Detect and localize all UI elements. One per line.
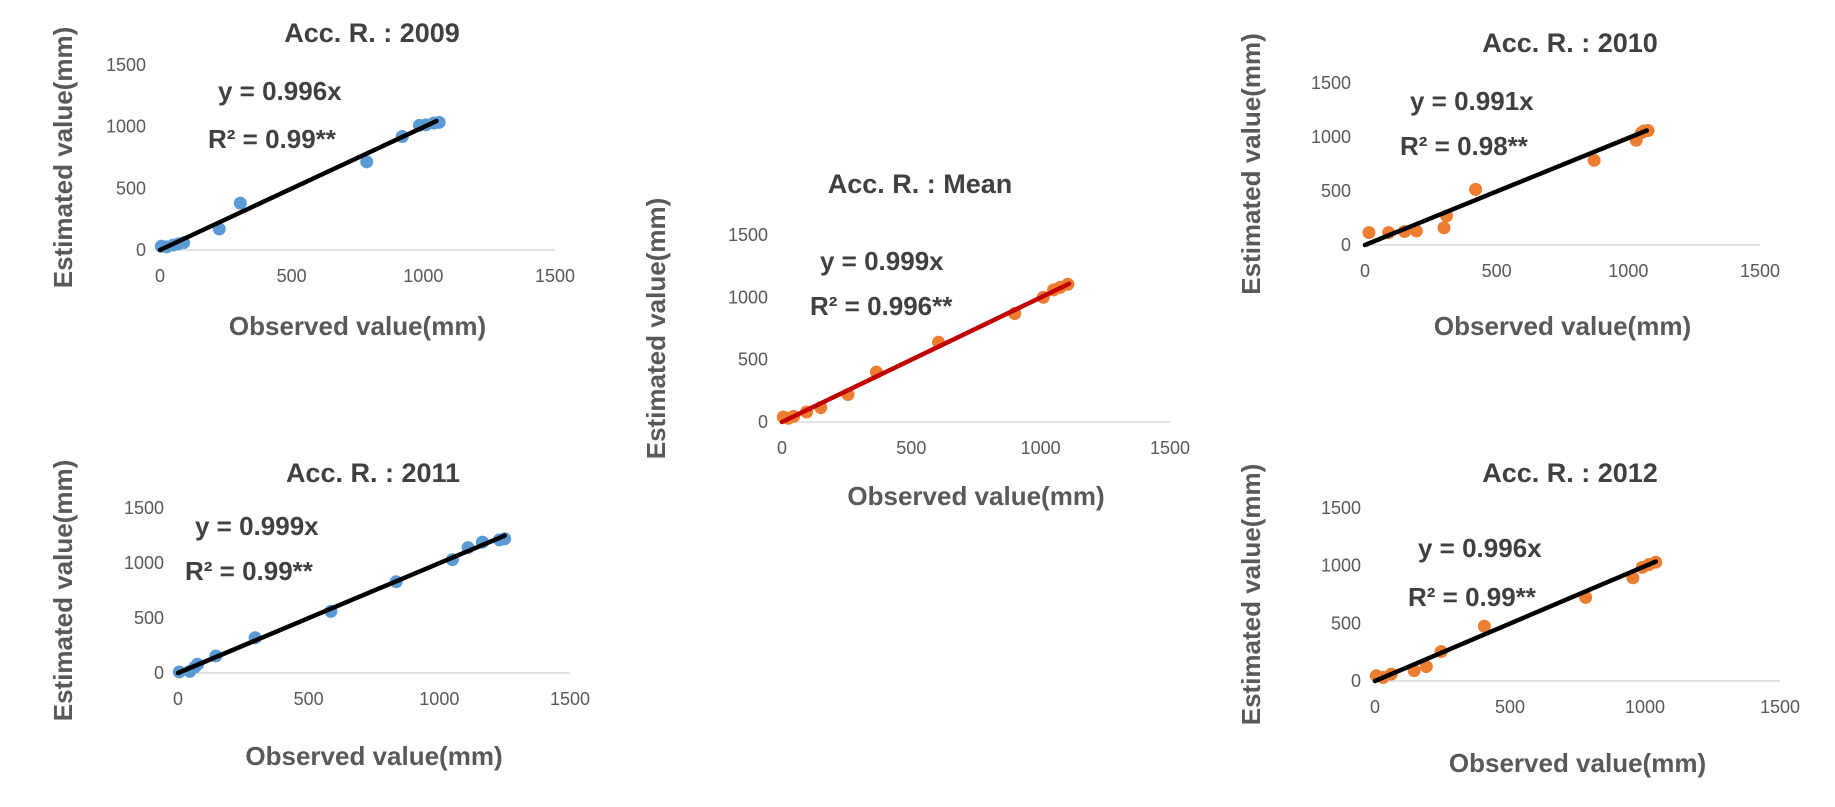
x-tick-label: 0 — [1370, 697, 1380, 717]
data-point — [360, 155, 374, 169]
chart-mean: Acc. R. : Mean 0 500 1000 1500 0 500 1000 1500 Ob… — [641, 169, 1190, 511]
chart-title: Acc. R. : 2009 — [284, 18, 460, 48]
data-point — [233, 196, 247, 210]
chart-title: Acc. R. : Mean — [828, 169, 1013, 199]
x-axis-label: Observed value(mm) — [847, 481, 1104, 511]
r-squared-label: R² = 0.99** — [208, 124, 337, 154]
trendline — [1362, 128, 1650, 248]
x-tick-label: 1500 — [1760, 697, 1800, 717]
trendline-equation: y = 0.996x — [218, 76, 342, 106]
y-tick-label: 1500 — [1321, 498, 1361, 518]
x-axis-label: Observed value(mm) — [229, 311, 486, 341]
y-axis-label: Estimated value(mm) — [1236, 464, 1266, 726]
data-point — [1587, 153, 1601, 167]
y-tick-label: 0 — [136, 240, 146, 260]
trendline-equation: y = 0.999x — [195, 511, 319, 541]
y-tick-label: 1000 — [1321, 556, 1361, 576]
chart-2009: Acc. R. : 2009 0 500 1000 1500 0 500 1000 1500 Ob… — [48, 18, 575, 341]
data-point — [1469, 182, 1483, 196]
trendline-equation: y = 0.999x — [820, 246, 944, 276]
y-tick-label: 1500 — [1311, 73, 1351, 93]
data-point — [1419, 660, 1433, 674]
y-tick-label: 1500 — [106, 55, 146, 75]
x-tick-label: 1000 — [403, 266, 443, 286]
x-tick-label: 1000 — [1625, 697, 1665, 717]
y-axis-label: Estimated value(mm) — [1236, 33, 1266, 295]
x-tick-label: 1500 — [1150, 438, 1190, 458]
x-tick-label: 1000 — [419, 689, 459, 709]
x-tick-label: 500 — [294, 689, 324, 709]
x-tick-label: 0 — [777, 438, 787, 458]
trendline — [157, 118, 439, 253]
y-axis-label: Estimated value(mm) — [641, 198, 671, 460]
x-tick-label: 500 — [896, 438, 926, 458]
x-tick-label: 1500 — [1740, 261, 1780, 281]
chart-title: Acc. R. : 2011 — [286, 458, 460, 488]
x-tick-label: 500 — [277, 266, 307, 286]
y-axis-label: Estimated value(mm) — [48, 460, 78, 722]
chart-2011: Acc. R. : 2011 0 500 1000 1500 0 500 1000 1500 Ob… — [48, 458, 590, 771]
chart-title: Acc. R. : 2010 — [1482, 28, 1658, 58]
y-tick-label: 0 — [1341, 235, 1351, 255]
y-tick-label: 0 — [1351, 671, 1361, 691]
data-point — [1362, 226, 1376, 240]
x-tick-label: 500 — [1495, 697, 1525, 717]
x-tick-label: 1500 — [550, 689, 590, 709]
r-squared-label: R² = 0.996** — [810, 291, 953, 321]
x-tick-label: 500 — [1482, 261, 1512, 281]
trendline — [779, 281, 1072, 425]
x-axis-label: Observed value(mm) — [245, 741, 502, 771]
x-axis-label: Observed value(mm) — [1449, 748, 1706, 778]
y-tick-label: 1500 — [728, 225, 768, 245]
x-axis-label: Observed value(mm) — [1434, 311, 1691, 341]
x-tick-label: 0 — [173, 689, 183, 709]
x-tick-label: 0 — [1360, 261, 1370, 281]
y-tick-label: 0 — [758, 412, 768, 432]
data-point — [1437, 221, 1451, 235]
r-squared-label: R² = 0.99** — [1408, 582, 1537, 612]
y-tick-label: 1000 — [106, 117, 146, 137]
y-tick-label: 1500 — [124, 498, 164, 518]
r-squared-label: R² = 0.98** — [1400, 131, 1529, 161]
y-axis-label: Estimated value(mm) — [48, 27, 78, 289]
chart-2010: Acc. R. : 2010 0 500 1000 1500 0 500 1000 1500 Ob… — [1236, 28, 1780, 341]
x-tick-label: 1500 — [535, 266, 575, 286]
y-tick-label: 1000 — [728, 287, 768, 307]
x-tick-label: 0 — [155, 266, 165, 286]
trendline — [1372, 559, 1659, 684]
trendline — [175, 533, 507, 676]
x-tick-label: 1000 — [1021, 438, 1061, 458]
y-tick-label: 500 — [1321, 181, 1351, 201]
y-tick-label: 500 — [134, 608, 164, 628]
data-point — [1477, 619, 1491, 633]
trendline-equation: y = 0.991x — [1410, 86, 1534, 116]
y-tick-label: 0 — [154, 663, 164, 683]
trendline-equation: y = 0.996x — [1418, 533, 1542, 563]
chart-2012: Acc. R. : 2012 0 500 1000 1500 0 500 1000 1500 Ob… — [1236, 458, 1800, 778]
r-squared-label: R² = 0.99** — [185, 556, 314, 586]
y-tick-label: 1000 — [124, 553, 164, 573]
y-tick-label: 500 — [116, 178, 146, 198]
y-tick-label: 500 — [738, 350, 768, 370]
y-tick-label: 1000 — [1311, 127, 1351, 147]
y-tick-label: 500 — [1331, 613, 1361, 633]
chart-title: Acc. R. : 2012 — [1482, 458, 1658, 488]
x-tick-label: 1000 — [1608, 261, 1648, 281]
